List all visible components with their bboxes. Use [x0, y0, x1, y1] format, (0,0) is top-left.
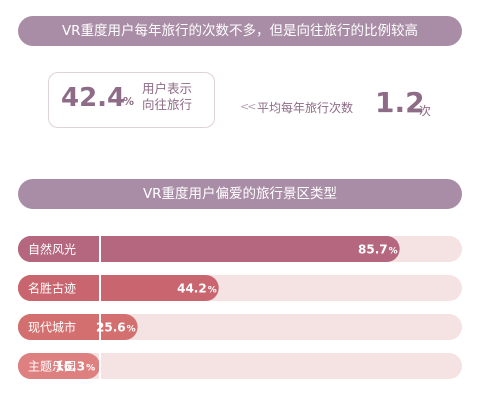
value-unit-nature: % [389, 247, 398, 257]
stat-yearning-value: 42.4 [61, 83, 126, 113]
value-unit-theme-park: % [86, 364, 95, 374]
category-pill-theme-park [18, 353, 100, 379]
value-label-nature: 85.7 [358, 243, 388, 257]
category-label-landmarks: 名胜古迹 [28, 281, 76, 296]
stat-trips-value: 1.2 [375, 86, 425, 119]
category-label-nature: 自然风光 [28, 242, 76, 257]
stat-trips-unit: 次 [419, 104, 432, 118]
category-pill-landmarks [18, 275, 100, 301]
category-label-city: 现代城市 [28, 320, 76, 335]
value-unit-landmarks: % [208, 286, 217, 296]
category-pill-nature [18, 236, 100, 262]
bar-nature [18, 236, 400, 262]
double-chevron-left-icon: << [240, 100, 257, 113]
headline-banner: VR重度用户每年旅行的次数不多，但是向往旅行的比例较高 [18, 16, 462, 46]
stat-card-yearning: 42.4 % 用户表示 向往旅行 [48, 72, 215, 128]
category-label-theme-park: 主题乐园 [28, 360, 76, 374]
value-unit-city: % [127, 325, 136, 335]
value-label-city: 25.6 [96, 321, 126, 335]
category-pill-city [18, 314, 100, 340]
stat-yearning-label: 用户表示 向往旅行 [142, 81, 192, 113]
bar-track-theme-park [18, 353, 462, 379]
stat-yearning-label-line1: 用户表示 [142, 81, 193, 96]
stat-yearning-unit: % [123, 95, 135, 108]
chart-title-banner: VR重度用户偏爱的旅行景区类型 [18, 179, 462, 209]
stat-yearning-label-line2: 向往旅行 [142, 97, 193, 112]
stat-trips-label: 平均每年旅行次数 [257, 101, 354, 115]
value-label-theme-park: 16.3 [55, 360, 85, 374]
value-label-landmarks: 44.2 [177, 282, 207, 296]
